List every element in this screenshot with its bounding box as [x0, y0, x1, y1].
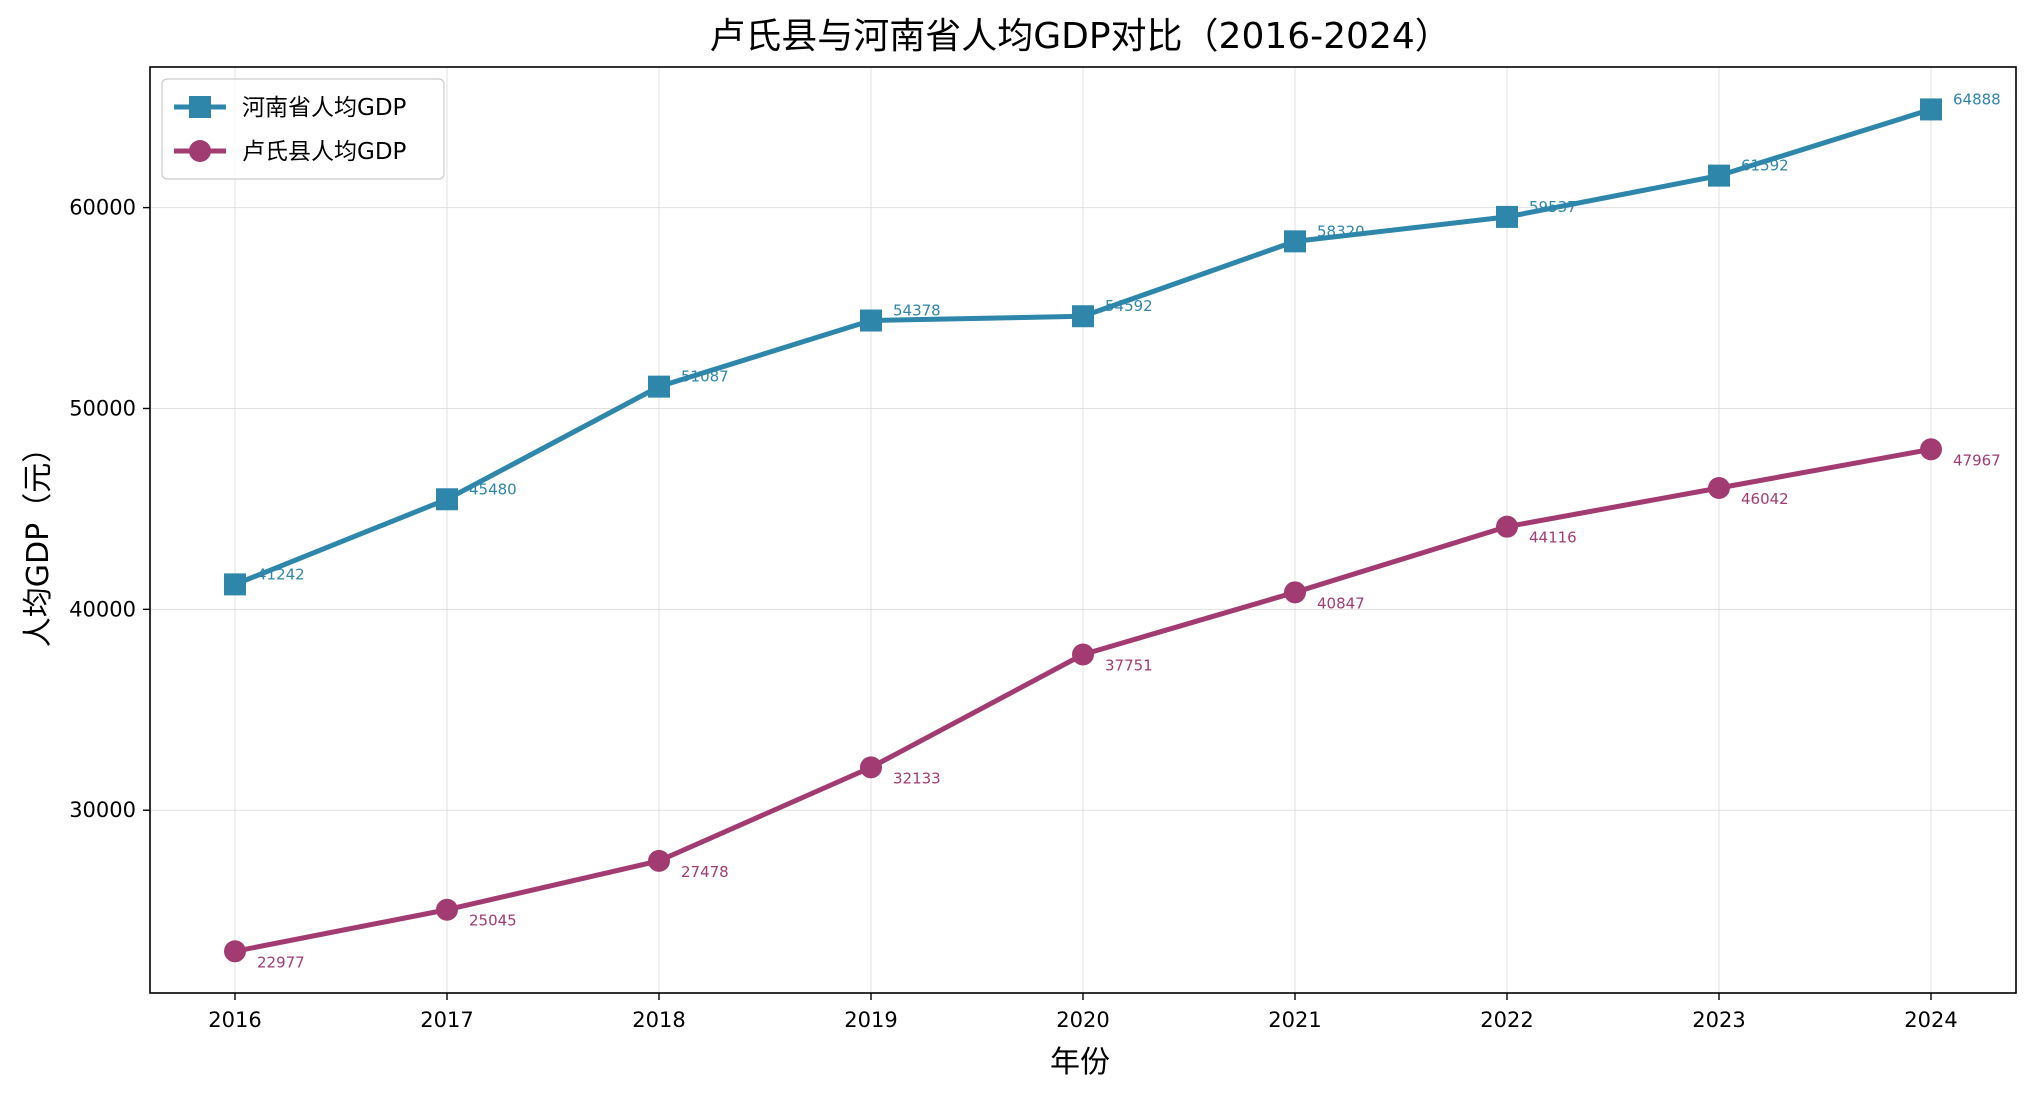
- data-point: [224, 940, 246, 963]
- legend-box: [161, 78, 445, 180]
- data-point: [1496, 515, 1518, 538]
- series-1: 41242 45480 51087 54378 54592 58320 59537 61592…: [224, 90, 2001, 596]
- data-label: 61592: [1741, 157, 1789, 175]
- data-label: 58320: [1317, 222, 1365, 240]
- x-tick-label: 2023: [1692, 1008, 1745, 1032]
- data-label: 25045: [469, 912, 517, 930]
- legend: 河南省人均GDP 卢氏县人均GDP: [161, 78, 445, 180]
- x-tick-label: 2021: [1268, 1008, 1321, 1032]
- y-tick-label: 50000: [69, 396, 136, 420]
- data-point: [1920, 438, 1942, 461]
- data-label: 47967: [1953, 451, 2001, 469]
- x-tick-label: 2019: [844, 1008, 897, 1032]
- data-label: 40847: [1317, 594, 1365, 612]
- grid-layer: [150, 67, 2016, 993]
- data-point: [1072, 305, 1094, 328]
- x-tick-label: 2024: [1904, 1008, 1957, 1032]
- data-point: [1920, 98, 1942, 121]
- data-point: [1708, 164, 1730, 187]
- data-point: [1708, 476, 1730, 499]
- data-point: [648, 849, 670, 872]
- data-label: 46042: [1741, 490, 1789, 508]
- legend-label: 河南省人均GDP: [242, 95, 407, 121]
- legend-marker: [189, 140, 211, 162]
- legend-marker: [189, 96, 211, 118]
- legend-entry: 卢氏县人均GDP: [174, 139, 407, 165]
- data-point: [860, 756, 882, 779]
- legend-label: 卢氏县人均GDP: [242, 139, 407, 165]
- data-point: [860, 309, 882, 332]
- data-label: 54378: [893, 302, 941, 320]
- data-label: 37751: [1105, 657, 1153, 675]
- data-point: [1496, 205, 1518, 228]
- data-label: 59537: [1529, 198, 1577, 216]
- y-tick-label: 40000: [69, 597, 136, 621]
- data-label: 54592: [1105, 297, 1153, 315]
- legend-entry: 河南省人均GDP: [174, 95, 407, 121]
- x-axis-label: 年份: [1050, 1045, 1110, 1080]
- chart-title: 卢氏县与河南省人均GDP对比（2016-2024）: [709, 16, 1451, 57]
- data-label: 32133: [893, 769, 941, 787]
- series-layer: 41242 45480 51087 54378 54592 58320 59537 61592…: [224, 90, 2001, 971]
- series-2: 22977 25045 27478 32133 37751 40847 44116 46042…: [224, 438, 2001, 971]
- data-label: 44116: [1529, 529, 1577, 547]
- data-label: 64888: [1953, 90, 2001, 108]
- data-point: [436, 488, 458, 511]
- axis-layer: 2016 2017 2018 2019 2020 2021 2022 2023 2024 3000…: [69, 66, 2017, 1032]
- data-label: 27478: [681, 863, 729, 881]
- data-point: [648, 375, 670, 398]
- data-label: 41242: [257, 565, 305, 583]
- x-tick-label: 2018: [632, 1008, 685, 1032]
- data-point: [1072, 643, 1094, 666]
- y-axis-label: 人均GDP（元）: [21, 433, 56, 647]
- data-point: [224, 573, 246, 596]
- data-label: 51087: [681, 368, 729, 386]
- y-tick-label: 30000: [69, 798, 136, 822]
- data-label: 45480: [469, 480, 517, 498]
- data-point: [1284, 230, 1306, 253]
- x-tick-label: 2016: [208, 1008, 261, 1032]
- x-tick-label: 2022: [1480, 1008, 1533, 1032]
- y-tick-label: 60000: [69, 196, 136, 220]
- data-label: 22977: [257, 953, 305, 971]
- x-tick-label: 2017: [420, 1008, 473, 1032]
- data-point: [1284, 581, 1306, 604]
- x-tick-label: 2020: [1056, 1008, 1109, 1032]
- data-point: [436, 898, 458, 921]
